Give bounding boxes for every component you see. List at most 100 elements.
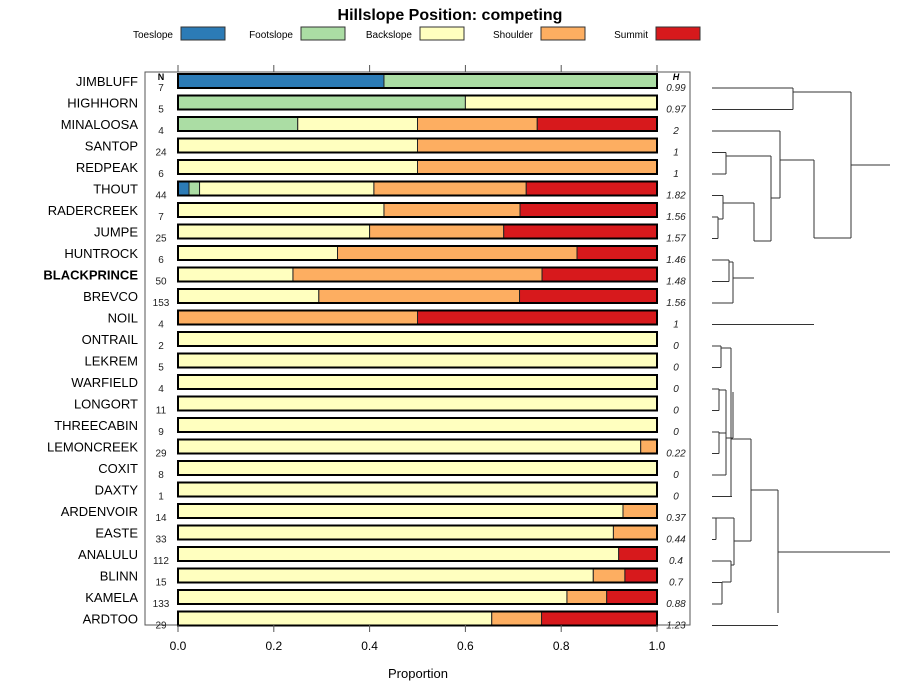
h-value: 0.97 (666, 105, 686, 116)
bar-segment-backslope (464, 95, 658, 110)
bar-row-ardtoo: ARDTOO 29 1.23 (83, 610, 686, 632)
h-value: 1 (673, 320, 679, 331)
bar-segment-backslope (297, 116, 418, 132)
bar-segment-backslope (177, 374, 658, 390)
n-value: 11 (156, 406, 167, 417)
bar-segment-summit (417, 310, 658, 325)
bar-row-highhorn: HIGHHORN 5 0.97 (67, 94, 686, 116)
bar-row-huntrock: HUNTROCK 6 1.46 (64, 245, 686, 266)
n-value: 24 (155, 148, 167, 159)
bar-segment-backslope (177, 482, 658, 497)
h-value: 1.46 (666, 255, 686, 266)
bar-row-kamela: KAMELA 133 0.88 (85, 589, 686, 610)
bar-segment-shoulder (383, 202, 521, 218)
dendrogram (712, 87, 890, 626)
legend-swatch-summit (655, 26, 701, 41)
n-value: 29 (155, 449, 167, 460)
bar-row-daxty: DAXTY 1 0 (95, 481, 679, 503)
bar-row-redpeak: REDPEAK 6 1 (76, 159, 679, 180)
bar-segment-toeslope (177, 181, 190, 196)
h-value: 2 (672, 126, 679, 137)
bar-row-radercreek: RADERCREEK 7 1.56 (48, 202, 686, 223)
bar-segment-backslope (177, 159, 418, 175)
h-value: 0.44 (666, 535, 686, 546)
bar-outline (177, 460, 658, 476)
h-value: 1.56 (666, 212, 686, 223)
bar-outline (177, 309, 658, 326)
bar-segment-backslope (177, 417, 658, 433)
bar-segment-shoulder (337, 245, 578, 261)
bar-segment-summit (525, 181, 658, 196)
bar-outline (177, 374, 658, 390)
h-value: 1.57 (666, 234, 686, 245)
h-value: 1.82 (666, 191, 686, 202)
x-tick-label: 1.0 (649, 639, 666, 653)
legend-swatch-footslope (300, 26, 346, 41)
row-label: ONTRAIL (82, 332, 138, 347)
bar-segment-backslope (177, 611, 493, 626)
row-label: NOIL (108, 311, 138, 326)
bar-row-jimbluff: JIMBLUFF 7 0.99 (76, 73, 686, 94)
bar-segment-footslope (177, 95, 466, 110)
bar-outline (177, 223, 658, 240)
legend: Toeslope Footslope Backslope Shoulder Summit (133, 26, 701, 41)
bar-segment-footslope (177, 116, 299, 132)
bar-outline (177, 610, 658, 627)
row-label: THREECABIN (54, 418, 138, 433)
chart-title: Hillslope Position: competing (338, 7, 563, 24)
bar-segment-summit (519, 202, 658, 218)
row-label: WARFIELD (71, 375, 138, 390)
row-label: ARDTOO (83, 612, 138, 627)
bar-outline (177, 331, 658, 347)
legend-swatch-toeslope (180, 26, 226, 41)
n-value: 4 (158, 126, 164, 137)
h-value: 1.56 (666, 298, 686, 309)
row-label: JUMPE (94, 225, 138, 240)
legend-swatch-backslope (419, 26, 465, 41)
bar-outline (177, 116, 658, 132)
bar-segment-backslope (177, 439, 642, 454)
n-value: 8 (158, 470, 164, 481)
bar-outline (177, 245, 658, 261)
row-label: ANALULU (78, 547, 138, 562)
bar-row-lemoncreek: LEMONCREEK 29 0.22 (47, 438, 686, 460)
bar-segment-backslope (177, 503, 624, 519)
bar-row-ardenvoir: ARDENVOIR 14 0.37 (61, 503, 686, 524)
n-value: 4 (158, 320, 164, 331)
n-value: 1 (158, 492, 164, 503)
bar-outline (177, 73, 658, 89)
bar-segment-shoulder (592, 568, 626, 583)
bar-segment-backslope (177, 546, 620, 562)
row-label: BREVCO (83, 289, 138, 304)
bar-segment-backslope (177, 525, 614, 540)
x-tick-label: 0.6 (457, 639, 474, 653)
row-label: RADERCREEK (48, 203, 139, 218)
bar-segment-summit (536, 116, 658, 132)
row-label: LEKREM (85, 354, 138, 369)
row-label: DAXTY (95, 483, 139, 498)
bar-row-longort: LONGORT 11 0 (74, 395, 679, 417)
n-value: 4 (158, 384, 164, 395)
n-value: 2 (158, 341, 164, 352)
bar-row-lekrem: LEKREM 5 0 (85, 352, 679, 374)
h-column-header: H (673, 72, 680, 82)
bar-segment-footslope (188, 181, 201, 196)
row-label: HIGHHORN (67, 96, 138, 111)
bar-segment-summit (503, 224, 658, 239)
bar-outline (177, 589, 658, 605)
legend-label-shoulder: Shoulder (493, 30, 534, 41)
h-value: 0.88 (666, 599, 686, 610)
bar-segment-backslope (177, 568, 594, 583)
row-label: MINALOOSA (61, 117, 139, 132)
x-axis-title: Proportion (388, 666, 448, 681)
bar-outline (177, 288, 658, 304)
bar-segment-backslope (177, 267, 294, 282)
bar-row-threecabin: THREECABIN 9 0 (54, 417, 679, 438)
bar-row-jumpe: JUMPE 25 1.57 (94, 223, 686, 245)
x-tick-label: 0.2 (265, 639, 282, 653)
bar-segment-backslope (177, 202, 385, 218)
bar-row-thout: THOUT 44 1.82 (93, 180, 686, 202)
bar-row-minaloosa: MINALOOSA 4 2 (61, 116, 679, 137)
